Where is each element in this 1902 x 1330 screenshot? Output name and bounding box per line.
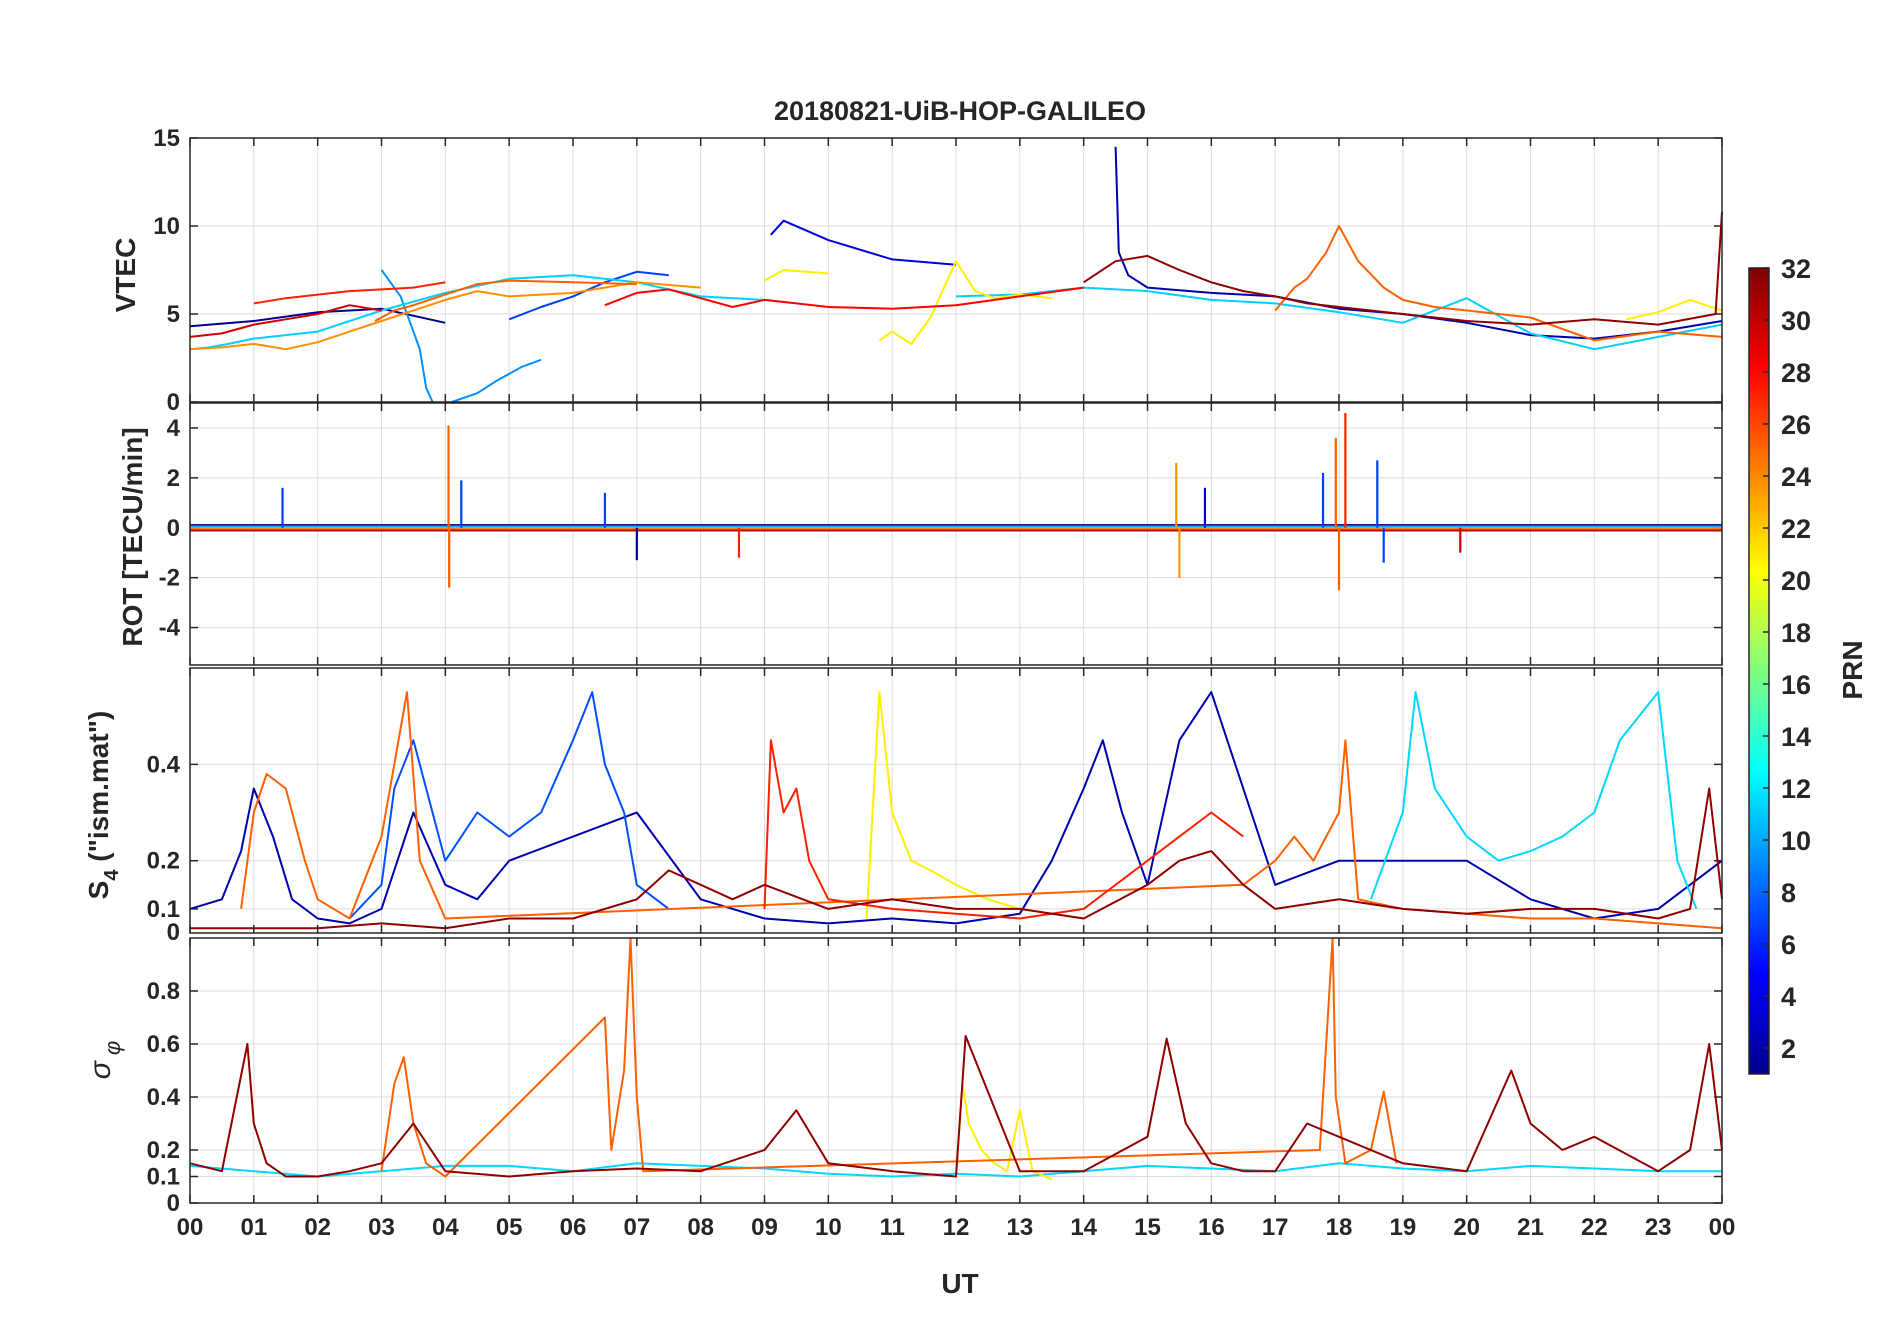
axes-frame	[189, 402, 1723, 666]
y-tick-label: 0.4	[147, 751, 181, 778]
y-tick-label: 0	[167, 919, 180, 946]
series-line	[451, 358, 542, 403]
x-tick-label: 07	[623, 1214, 650, 1241]
axes-frame	[189, 137, 1723, 403]
rot-ylabel: ROT [TECU/min]	[117, 427, 148, 646]
series-line	[253, 281, 446, 305]
colorbar-gradient	[1748, 267, 1770, 1075]
series-line	[189, 274, 765, 351]
x-tick-label: 09	[751, 1214, 778, 1241]
x-tick-label: 11	[879, 1214, 904, 1241]
colorbar-tick-label: 2	[1781, 1034, 1796, 1064]
x-tick-label: 20	[1453, 1214, 1480, 1241]
colorbar-tick-label: 26	[1781, 410, 1811, 440]
y-tick-label: 15	[153, 125, 180, 152]
x-tick-label: 00	[177, 1214, 204, 1241]
x-tick-label: 22	[1581, 1214, 1608, 1241]
x-tick-label: 06	[560, 1214, 587, 1241]
series-line	[189, 281, 701, 351]
colorbar-tick-label: 22	[1781, 514, 1811, 544]
colorbar-tick-label: 24	[1781, 462, 1811, 492]
x-tick-label: 17	[1262, 1214, 1289, 1241]
y-tick-label: 2	[167, 465, 180, 492]
y-tick-label: 0.6	[147, 1031, 180, 1058]
rot-panel: -4 -2 0 2 4	[159, 402, 1723, 666]
series-line	[763, 739, 1244, 920]
series-line	[878, 260, 1052, 345]
x-tick-label: 08	[687, 1214, 714, 1241]
y-tick-label: -2	[159, 565, 180, 592]
colorbar-tick-label: 6	[1781, 930, 1796, 960]
series-line	[1083, 211, 1723, 326]
x-axis-label: UT	[941, 1268, 978, 1299]
colorbar-tick-label: 28	[1781, 358, 1811, 388]
series-line	[190, 787, 1723, 930]
vtec-panel: 0 5 10 15	[153, 125, 1723, 416]
series-line	[1274, 225, 1723, 342]
x-tick-label: 10	[815, 1214, 842, 1241]
vtec-ylabel: VTEC	[110, 238, 141, 313]
y-tick-label: 0.2	[147, 848, 180, 875]
colorbar-tick-label: 18	[1781, 618, 1811, 648]
y-tick-label: 4	[167, 415, 181, 442]
axes-frame	[189, 667, 1723, 934]
colorbar-tick-label: 8	[1781, 878, 1796, 908]
y-tick-label: 0.1	[147, 896, 180, 923]
x-tick-label: 14	[1070, 1214, 1097, 1241]
axes-frame	[189, 937, 1723, 1204]
y-tick-label: 0.8	[147, 978, 180, 1005]
x-tick-label: 21	[1517, 1214, 1544, 1241]
colorbar-label: PRN	[1837, 640, 1868, 699]
x-tick-label: 12	[943, 1214, 970, 1241]
colorbar-tick-label: 20	[1781, 566, 1811, 596]
series-line	[380, 937, 1398, 1178]
y-tick-label: 10	[153, 213, 180, 240]
y-tick-label: 0.4	[147, 1084, 181, 1111]
colorbar-tick-label: 30	[1781, 306, 1811, 336]
x-tick-label: 05	[496, 1214, 523, 1241]
y-tick-label: 0	[167, 389, 180, 416]
x-tick-label: 16	[1198, 1214, 1225, 1241]
y-tick-label: 0	[167, 1190, 180, 1217]
x-tick-label: 04	[432, 1214, 459, 1241]
series-line	[189, 1035, 1723, 1178]
series-line	[955, 1082, 1053, 1181]
x-tick-label: 00	[1709, 1214, 1736, 1241]
x-tick-label: 02	[304, 1214, 331, 1241]
series-line	[1626, 298, 1723, 321]
colorbar-tick-label: 14	[1781, 722, 1811, 752]
y-tick-label: 0	[167, 515, 180, 542]
colorbar-tick-label: 4	[1781, 982, 1796, 1012]
x-tick-label: 23	[1645, 1214, 1672, 1241]
x-tick-label: 13	[1006, 1214, 1033, 1241]
x-tick-label: 15	[1134, 1214, 1161, 1241]
series-line	[764, 269, 829, 282]
y-tick-label: 0.2	[147, 1137, 180, 1164]
series-line	[189, 691, 1723, 925]
colorbar-tick-label: 32	[1781, 254, 1811, 284]
chart-title: 20180821-UiB-HOP-GALILEO	[774, 96, 1146, 126]
x-tick-label: 03	[368, 1214, 395, 1241]
colorbar-tick-label: 10	[1781, 826, 1811, 856]
colorbar-tick-label: 16	[1781, 670, 1811, 700]
colorbar-tick-label: 12	[1781, 774, 1811, 804]
y-tick-label: 0.1	[147, 1164, 180, 1191]
y-tick-label: 5	[167, 301, 180, 328]
x-tick-label: 18	[1326, 1214, 1353, 1241]
s4-panel: 0.1 0.2 0.4	[147, 667, 1723, 934]
x-tick-label: 01	[240, 1214, 267, 1241]
series-line	[770, 219, 957, 266]
series-line	[1369, 691, 1698, 910]
series-line	[348, 691, 670, 920]
series-line	[374, 279, 637, 322]
series-line	[1114, 146, 1723, 340]
series-line	[189, 304, 382, 338]
x-tick-label: 19	[1389, 1214, 1416, 1241]
y-tick-label: -4	[159, 615, 181, 642]
series-line	[604, 286, 1084, 310]
series-line	[380, 269, 434, 403]
